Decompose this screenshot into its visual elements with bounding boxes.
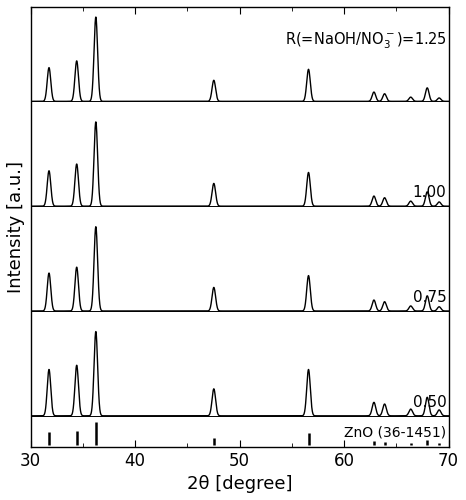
Text: R(=NaOH/NO$_3^-$)=1.25: R(=NaOH/NO$_3^-$)=1.25 xyxy=(285,30,446,51)
Text: 0.50: 0.50 xyxy=(413,394,446,409)
Text: 1.00: 1.00 xyxy=(413,185,446,200)
Y-axis label: Intensity [a.u.]: Intensity [a.u.] xyxy=(7,161,25,293)
Text: ZnO (36-1451): ZnO (36-1451) xyxy=(344,425,446,439)
X-axis label: 2θ [degree]: 2θ [degree] xyxy=(187,475,292,493)
Text: 0.75: 0.75 xyxy=(413,290,446,305)
